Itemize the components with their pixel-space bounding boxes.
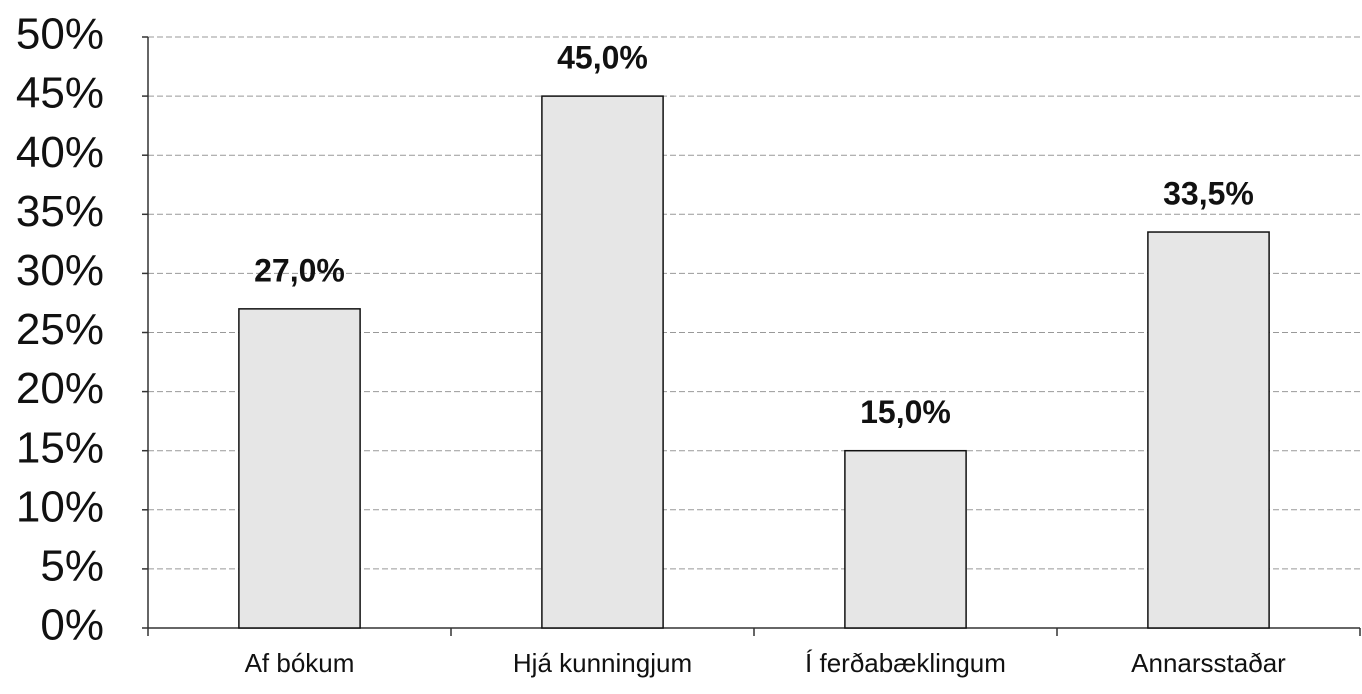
bar (844, 449, 967, 629)
y-tick-label: 35% (16, 187, 104, 236)
y-tick-label: 25% (16, 305, 104, 354)
y-tick-label: 15% (16, 423, 104, 472)
value-label: 45,0% (557, 40, 648, 76)
bar (541, 95, 664, 629)
x-tick-label: Hjá kunningjum (513, 648, 692, 678)
x-tick-label: Annarsstaðar (1131, 648, 1286, 678)
value-label: 15,0% (860, 394, 951, 430)
y-tick-label: 20% (16, 364, 104, 413)
bar (1147, 231, 1270, 629)
bar (238, 308, 361, 629)
x-tick-label: Í ferðabæklingum (805, 648, 1006, 678)
y-tick-label: 45% (16, 69, 104, 118)
y-tick-label: 5% (40, 542, 104, 591)
y-tick-label: 0% (40, 601, 104, 650)
value-label: 33,5% (1163, 175, 1254, 211)
value-label: 27,0% (254, 252, 345, 288)
x-tick-label: Af bókum (245, 648, 355, 678)
y-tick-label: 30% (16, 246, 104, 295)
y-tick-label: 10% (16, 482, 104, 531)
y-tick-label: 50% (16, 10, 104, 59)
y-tick-label: 40% (16, 128, 104, 177)
